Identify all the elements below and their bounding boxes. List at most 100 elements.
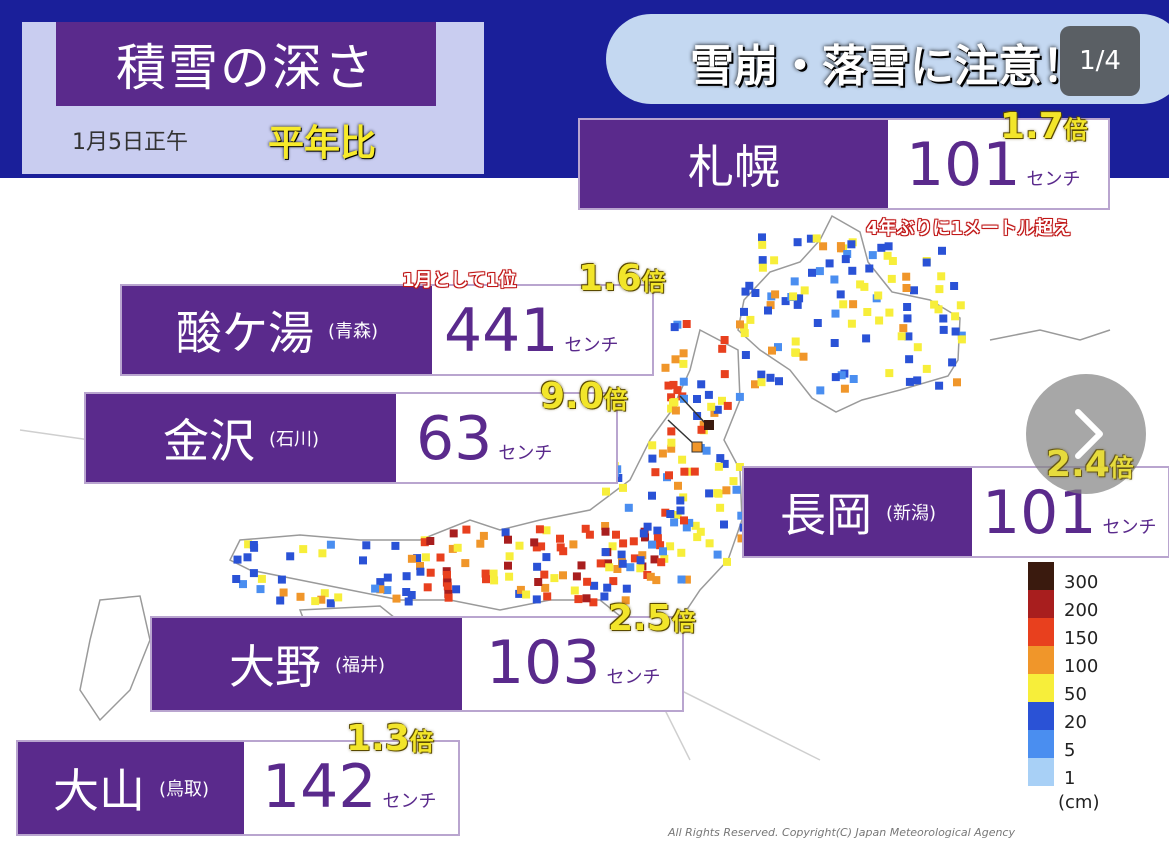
station-marker bbox=[808, 268, 816, 277]
page-title: 積雪の深さ bbox=[56, 22, 436, 106]
city-value: 142 センチ bbox=[262, 752, 437, 822]
station-marker bbox=[667, 404, 676, 413]
station-marker bbox=[922, 258, 931, 267]
station-marker bbox=[582, 594, 591, 603]
station-marker bbox=[837, 371, 846, 380]
station-marker bbox=[671, 406, 680, 415]
legend-swatch bbox=[1028, 730, 1054, 758]
chevron-right-icon bbox=[1075, 409, 1103, 459]
station-marker bbox=[935, 285, 944, 294]
legend-swatch bbox=[1028, 758, 1054, 786]
city-box-sukayu: 酸ケ湯 (青森) 441 センチ bbox=[120, 284, 654, 376]
station-marker bbox=[764, 306, 772, 315]
station-marker bbox=[585, 530, 594, 539]
hokkaido-outline bbox=[737, 214, 961, 413]
station-marker bbox=[244, 540, 253, 549]
station-marker bbox=[448, 544, 457, 553]
station-marker bbox=[556, 543, 565, 552]
station-marker bbox=[636, 556, 645, 565]
station-marker bbox=[542, 526, 551, 535]
station-marker bbox=[618, 559, 627, 568]
station-marker bbox=[702, 446, 711, 455]
station-marker bbox=[666, 510, 675, 518]
station-marker bbox=[758, 263, 767, 272]
station-marker bbox=[768, 346, 776, 355]
station-marker bbox=[830, 339, 839, 347]
station-marker bbox=[646, 572, 655, 581]
station-marker bbox=[532, 543, 541, 552]
station-marker bbox=[713, 405, 722, 414]
station-marker bbox=[452, 585, 461, 594]
station-marker bbox=[407, 591, 416, 599]
station-marker bbox=[556, 534, 564, 543]
station-marker bbox=[603, 583, 612, 592]
kyushu-outline bbox=[79, 595, 151, 722]
station-marker bbox=[621, 596, 630, 605]
station-marker bbox=[720, 520, 728, 529]
station-marker bbox=[505, 572, 514, 581]
station-marker bbox=[334, 593, 343, 602]
station-marker bbox=[279, 588, 288, 597]
station-marker bbox=[648, 540, 656, 549]
next-button[interactable] bbox=[1026, 374, 1146, 494]
station-marker bbox=[614, 474, 623, 482]
station-marker bbox=[383, 586, 392, 595]
station-marker bbox=[713, 489, 722, 498]
station-marker bbox=[737, 511, 746, 520]
station-marker bbox=[905, 355, 914, 364]
station-marker bbox=[680, 467, 689, 476]
station-marker bbox=[541, 583, 550, 592]
station-marker bbox=[902, 272, 911, 281]
station-marker bbox=[602, 487, 610, 496]
station-marker bbox=[746, 315, 755, 324]
kanazawa-marker bbox=[691, 441, 703, 453]
station-marker bbox=[699, 420, 708, 429]
station-marker bbox=[737, 534, 746, 543]
legend-label: 50 bbox=[1064, 684, 1087, 705]
ratio-kanazawa: 9.0倍 bbox=[540, 376, 628, 417]
station-marker bbox=[751, 289, 760, 297]
station-marker bbox=[690, 467, 699, 476]
station-marker bbox=[326, 599, 335, 608]
station-marker bbox=[771, 290, 780, 299]
station-marker bbox=[392, 594, 401, 603]
station-marker bbox=[256, 585, 265, 594]
station-marker bbox=[653, 534, 662, 543]
station-marker bbox=[613, 565, 622, 573]
station-marker bbox=[903, 303, 912, 311]
station-marker bbox=[671, 355, 680, 364]
station-marker bbox=[601, 548, 610, 557]
station-marker bbox=[362, 541, 371, 550]
station-marker bbox=[714, 462, 723, 471]
station-marker bbox=[951, 312, 960, 321]
station-marker bbox=[680, 394, 688, 403]
station-marker bbox=[868, 251, 877, 260]
station-marker bbox=[697, 425, 706, 434]
station-marker bbox=[505, 552, 514, 561]
station-marker bbox=[443, 582, 452, 591]
station-marker bbox=[661, 508, 670, 517]
station-marker bbox=[413, 554, 422, 563]
note-sapporo: 4年ぶりに1メートル超え bbox=[866, 218, 1072, 239]
station-marker bbox=[667, 444, 676, 453]
station-marker bbox=[888, 257, 897, 265]
station-marker bbox=[713, 550, 722, 559]
station-marker bbox=[815, 267, 824, 276]
station-marker bbox=[659, 547, 667, 556]
sukayu-marker bbox=[704, 420, 714, 430]
station-marker bbox=[910, 286, 918, 295]
station-marker bbox=[740, 329, 749, 338]
station-marker bbox=[326, 540, 335, 549]
station-marker bbox=[311, 597, 320, 606]
station-marker bbox=[656, 541, 665, 550]
station-marker bbox=[461, 559, 470, 568]
station-marker bbox=[874, 291, 883, 300]
legend-label: 20 bbox=[1064, 712, 1087, 733]
station-marker bbox=[250, 543, 259, 552]
city-box-ono: 大野 (福井) 103 センチ bbox=[150, 616, 684, 712]
station-marker bbox=[718, 344, 727, 353]
station-marker bbox=[453, 543, 462, 552]
station-marker bbox=[622, 584, 631, 593]
station-marker bbox=[550, 574, 559, 583]
kuril-outline bbox=[989, 329, 1111, 341]
